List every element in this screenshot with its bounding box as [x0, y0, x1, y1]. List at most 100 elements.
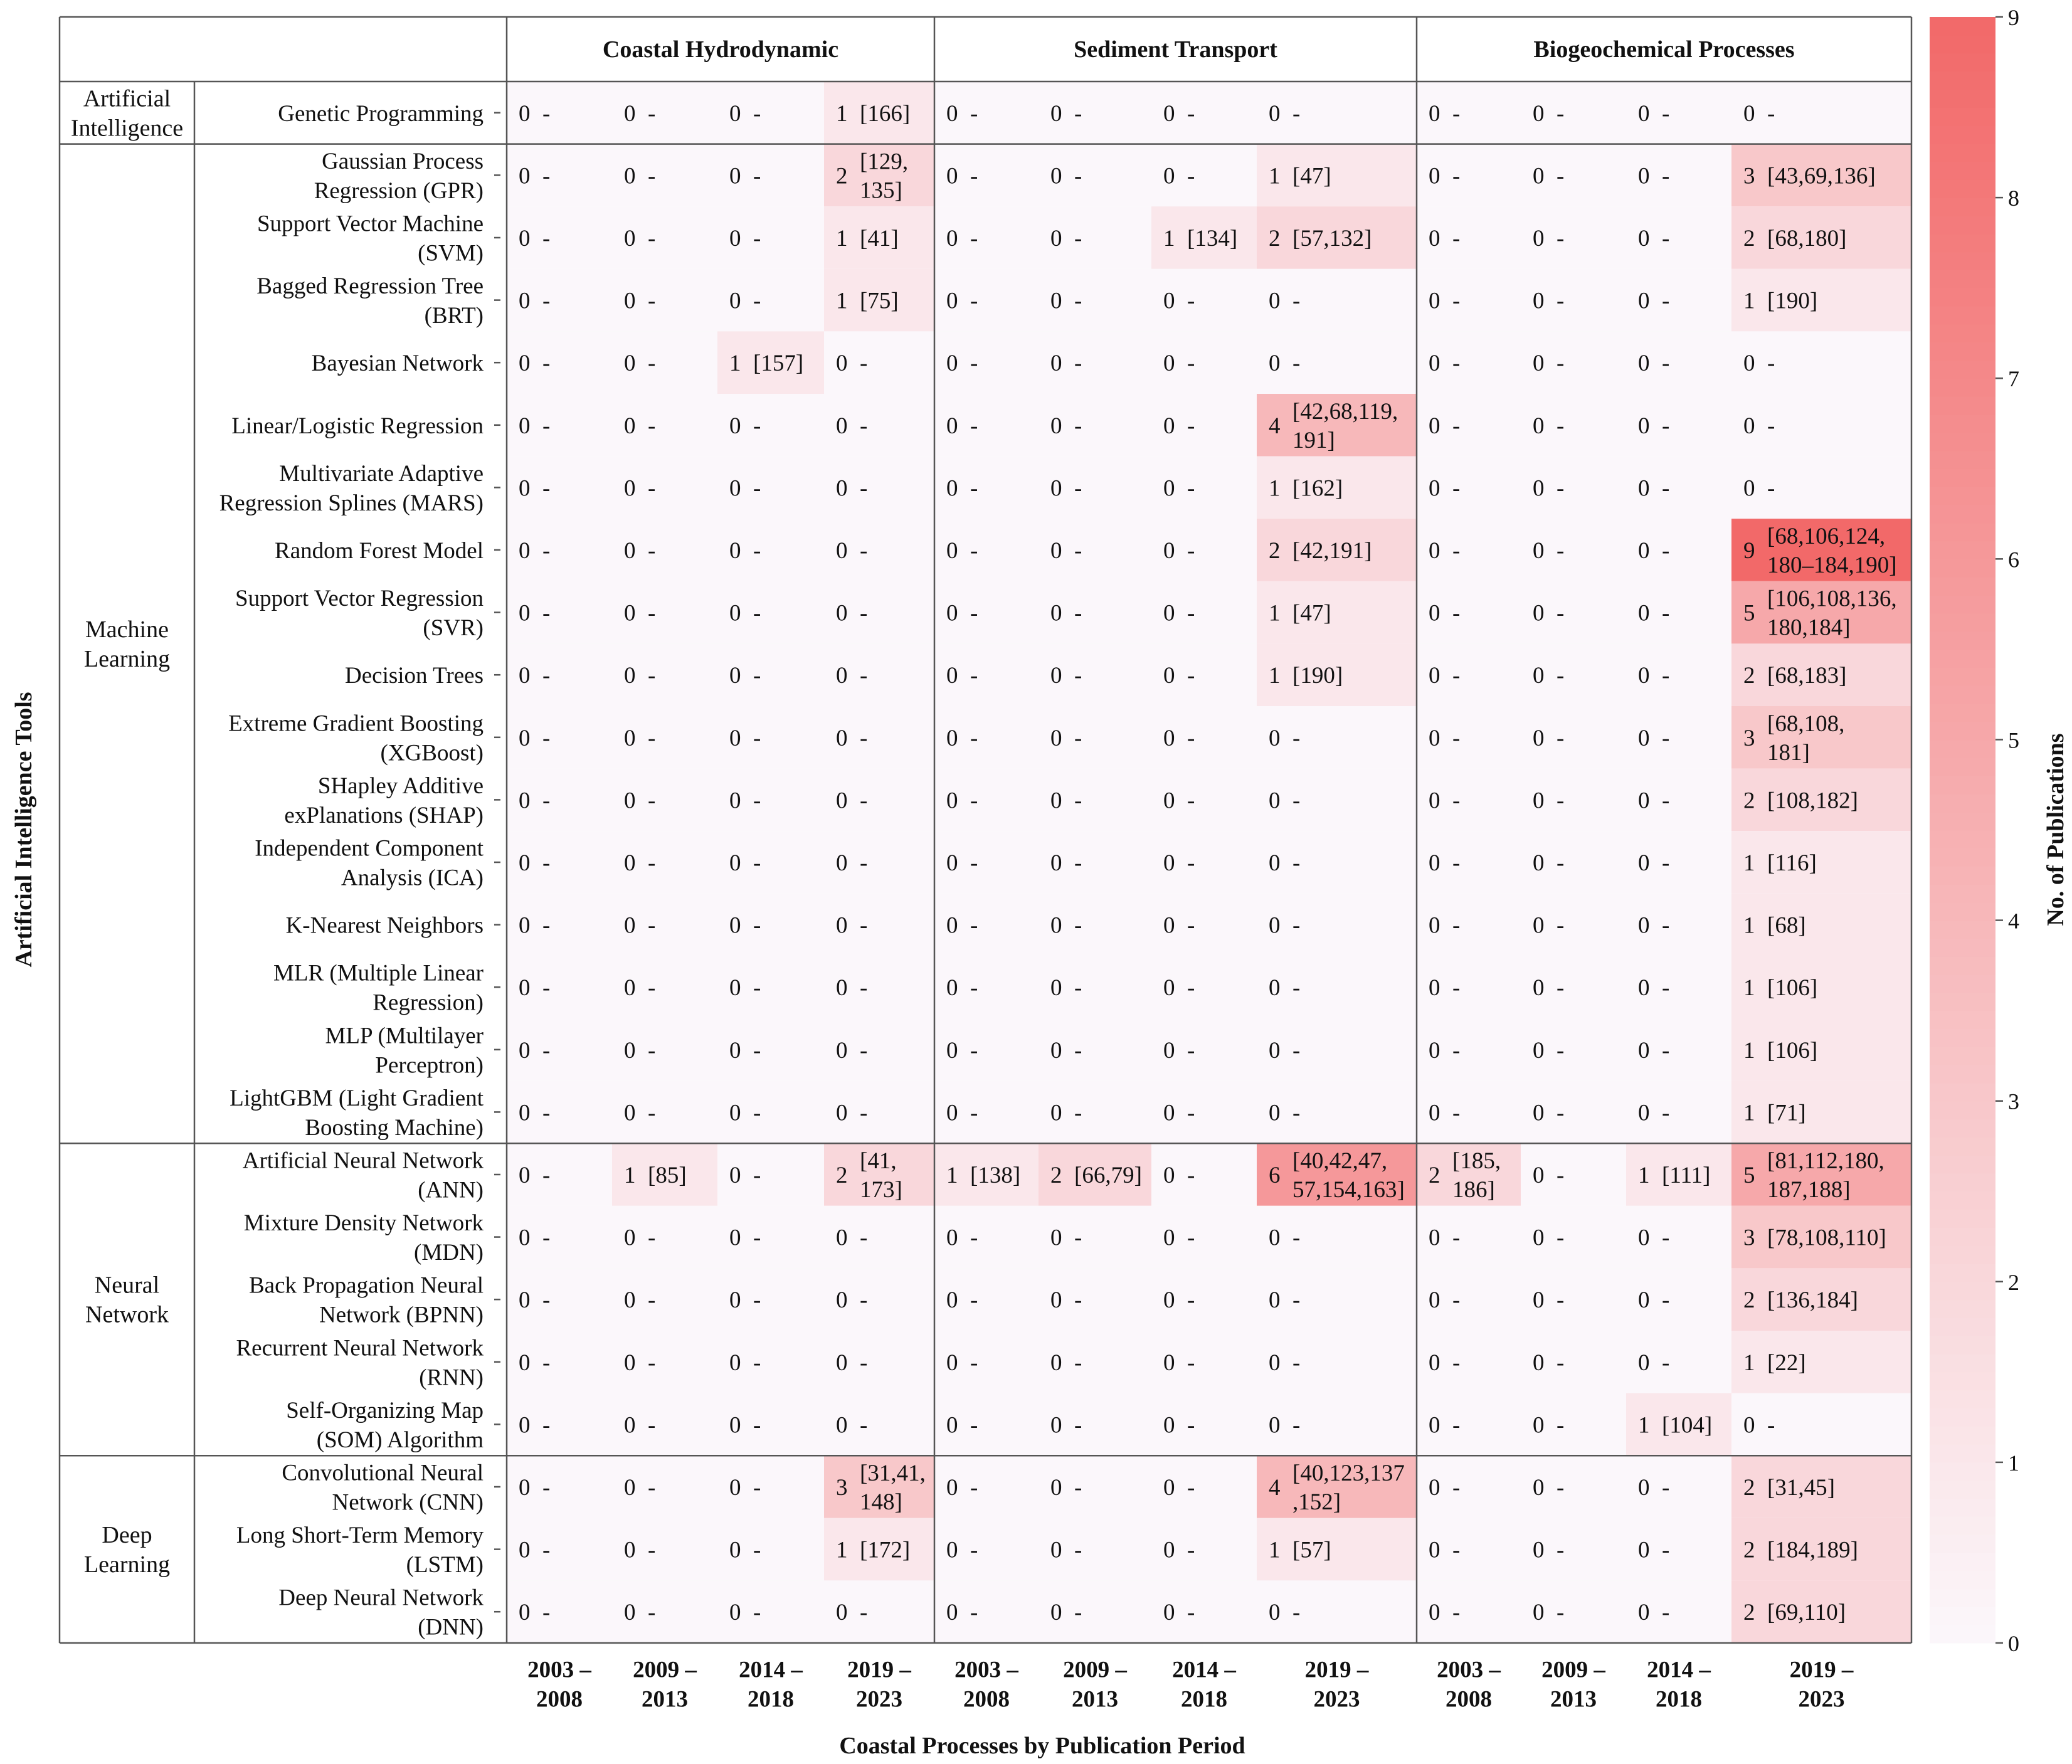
cell-references: -: [1662, 850, 1669, 876]
cell-count: 0: [624, 1600, 636, 1625]
x-axis-title: Coastal Processes by Publication Period: [839, 1733, 1245, 1759]
cell-references: [157]: [753, 351, 803, 376]
cell-count: 0: [624, 788, 636, 813]
heat-cell: [1151, 831, 1257, 894]
cell-references: -: [753, 1538, 761, 1563]
cell-references: -: [1767, 413, 1775, 439]
cell-references: -: [648, 1475, 655, 1501]
cell-count: 0: [1429, 601, 1440, 626]
heat-cell: [1151, 394, 1257, 457]
cell-references: -: [542, 975, 550, 1001]
cell-references: -: [1452, 288, 1460, 314]
cell-references: -: [1292, 975, 1300, 1001]
cell-count: 0: [946, 1038, 958, 1064]
cell-references: -: [1187, 1163, 1195, 1188]
heat-cell: [934, 1393, 1039, 1456]
cell-references: -: [542, 1350, 550, 1376]
cell-count: 3: [1743, 1225, 1755, 1251]
colorbar-tick-label: 2: [2008, 1270, 2019, 1295]
heat-cell: [717, 268, 824, 332]
cell-count: 0: [946, 226, 958, 251]
cell-references: -: [1662, 788, 1669, 813]
heat-cell: [1521, 394, 1626, 457]
tool-label: Deep Neural Network (DNN): [278, 1585, 484, 1640]
cell-references: -: [542, 1412, 550, 1438]
cell-count: 0: [1429, 663, 1440, 689]
cell-references: -: [1557, 101, 1564, 127]
heat-cell: [717, 1268, 824, 1331]
heat-cell: [1626, 768, 1731, 832]
heat-cell: [1626, 456, 1731, 519]
cell-references: [69,110]: [1767, 1600, 1846, 1625]
cell-count: 0: [729, 288, 741, 314]
cell-references: -: [970, 1225, 978, 1251]
heat-cell: [1257, 643, 1417, 706]
cell-references: -: [1187, 1538, 1195, 1563]
cell-references: -: [1292, 1350, 1300, 1376]
cell-count: 0: [624, 1475, 636, 1501]
cell-references: -: [1662, 413, 1669, 439]
cell-references: -: [542, 1600, 550, 1625]
tool-label: Decision Trees: [345, 663, 484, 689]
cell-count: 0: [1269, 913, 1281, 939]
cell-references: -: [1557, 726, 1564, 751]
cell-count: 0: [1638, 1600, 1650, 1625]
cell-count: 0: [946, 913, 958, 939]
cell-count: 0: [1638, 1038, 1650, 1064]
cell-count: 0: [946, 475, 958, 501]
heat-cell: [1039, 1080, 1151, 1144]
heat-cell: [1039, 1455, 1151, 1518]
heat-cell: [1626, 831, 1731, 894]
heat-cell: [1151, 1268, 1257, 1331]
cell-references: -: [542, 663, 550, 689]
heat-cell: [824, 1205, 934, 1269]
cell-count: 0: [624, 975, 636, 1001]
heat-cell: [1731, 643, 1911, 706]
cell-references: -: [1662, 601, 1669, 626]
cell-references: -: [753, 226, 761, 251]
colorbar-segment: [1930, 305, 1995, 325]
colorbar-segment: [1930, 1101, 1995, 1120]
heat-cell: [824, 1455, 934, 1518]
heat-cell: [1731, 82, 1911, 144]
heat-cell: [1417, 1331, 1521, 1393]
tool-label: Long Short-Term Memory (LSTM): [236, 1523, 484, 1578]
heat-cell: [1151, 331, 1257, 394]
heat-cell: [934, 519, 1039, 581]
heat-cell: [1151, 1080, 1257, 1144]
heat-cell: [934, 1143, 1039, 1206]
cell-references: -: [860, 1412, 867, 1438]
cell-count: 0: [1050, 1538, 1062, 1563]
cell-count: 0: [1429, 163, 1440, 189]
heat-cell: [1257, 1331, 1417, 1393]
tool-label: Multivariate Adaptive Regression Splines …: [219, 461, 484, 516]
cell-count: 0: [1533, 663, 1545, 689]
colorbar-segment: [1930, 1534, 1995, 1553]
heat-cell: [612, 1331, 717, 1393]
colorbar-segment: [1930, 703, 1995, 722]
cell-references: -: [1557, 1475, 1564, 1501]
cell-count: 0: [836, 1100, 848, 1126]
cell-references: -: [1662, 538, 1669, 564]
cell-references: [104]: [1662, 1412, 1712, 1438]
cell-count: 1: [836, 101, 848, 127]
heat-cell: [507, 893, 612, 956]
colorbar-segment: [1930, 577, 1995, 596]
process-header: Biogeochemical Processes: [1533, 36, 1794, 63]
cell-references: -: [1662, 1600, 1669, 1625]
cell-count: 0: [1163, 726, 1175, 751]
heat-cell: [934, 1331, 1039, 1393]
cell-references: -: [1074, 1225, 1082, 1251]
cell-references: [106]: [1767, 975, 1817, 1001]
cell-count: 0: [624, 351, 636, 376]
cell-count: 1: [946, 1163, 958, 1188]
heat-cell: [1039, 956, 1151, 1018]
cell-references: -: [1292, 1225, 1300, 1251]
heat-cell: [1626, 956, 1731, 1018]
colorbar-segment: [1930, 1209, 1995, 1228]
colorbar-segment: [1930, 1588, 1995, 1607]
colorbar-segment: [1930, 811, 1995, 831]
cell-count: 0: [1050, 1225, 1062, 1251]
colorbar-segment: [1930, 902, 1995, 921]
cell-count: 0: [1533, 226, 1545, 251]
